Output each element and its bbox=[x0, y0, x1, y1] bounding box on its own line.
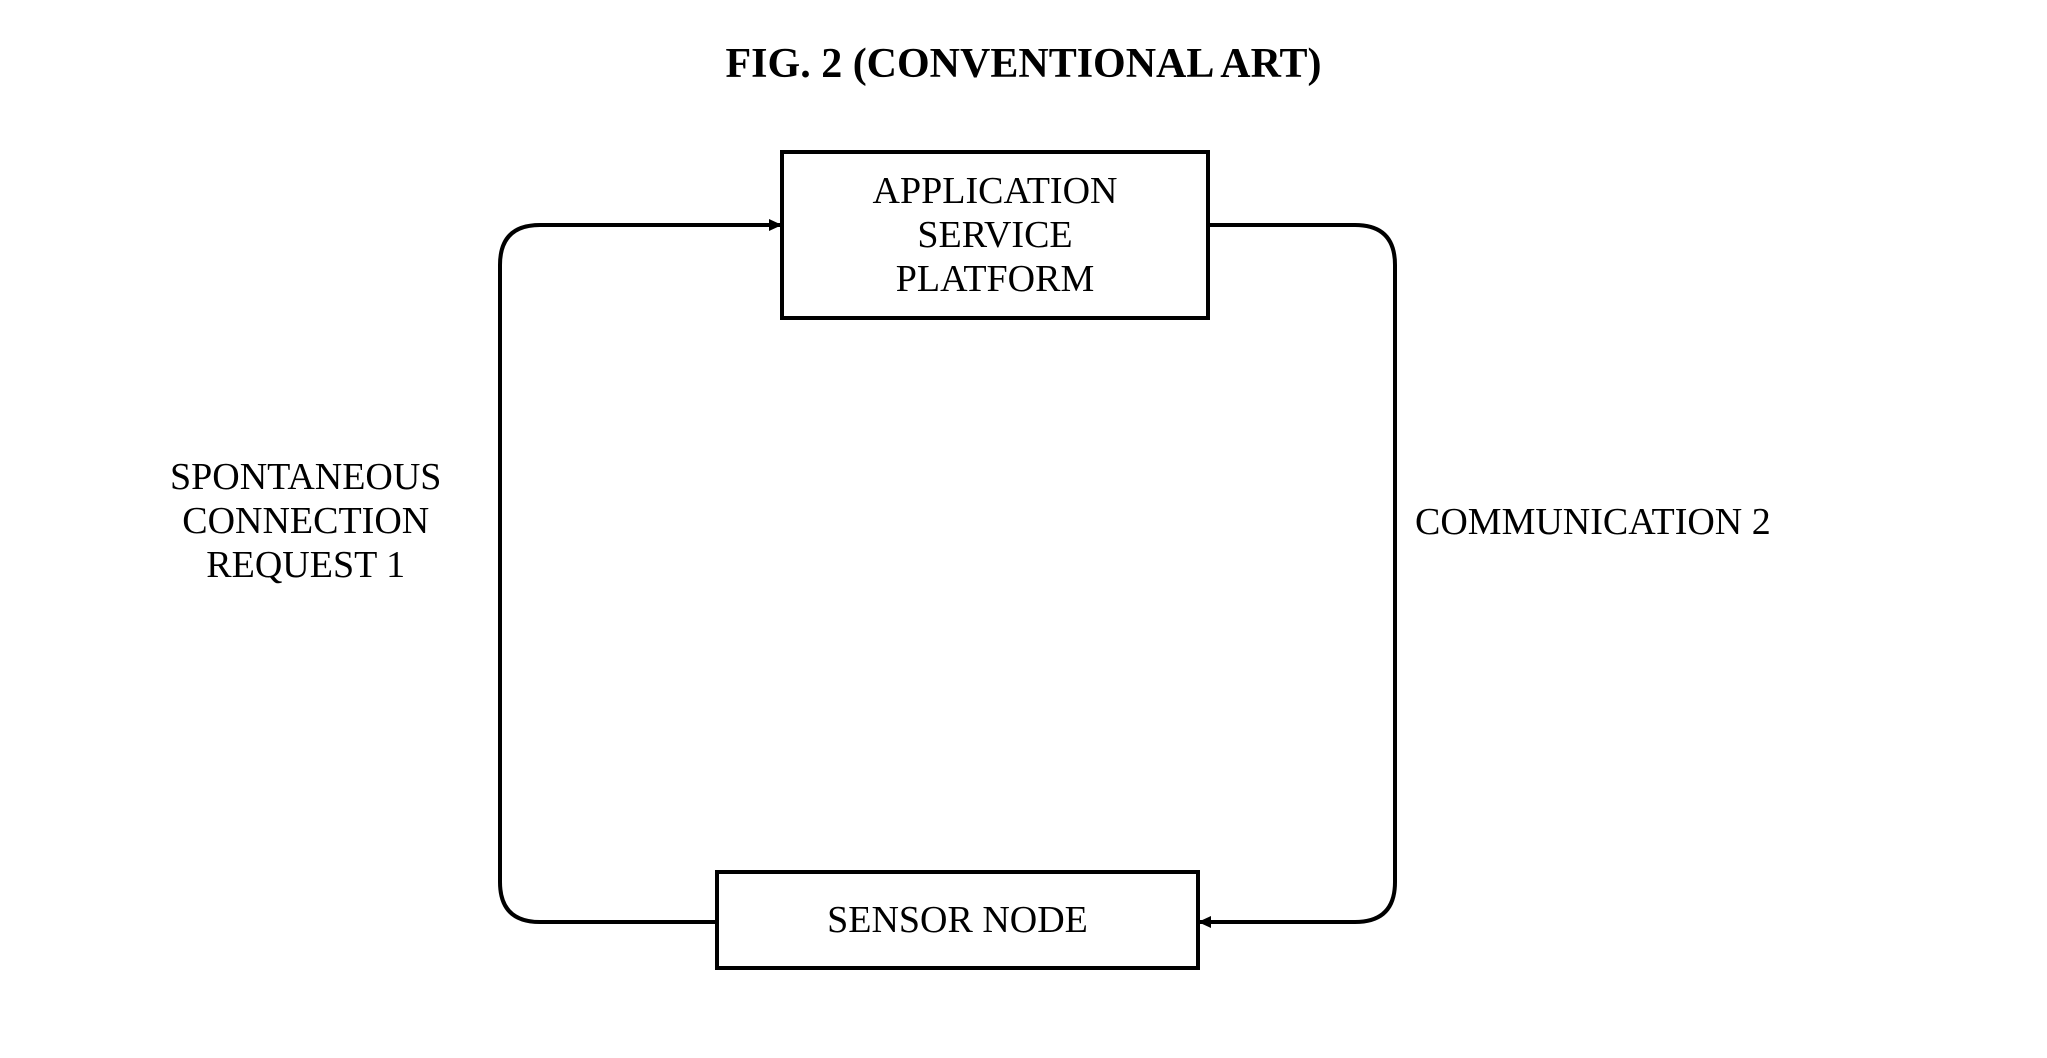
communication-label: COMMUNICATION 2 bbox=[1415, 500, 1771, 544]
sensor-node-box: SENSOR NODE bbox=[715, 870, 1200, 970]
application-service-platform-label: APPLICATION SERVICE PLATFORM bbox=[873, 169, 1118, 301]
spontaneous-connection-request-label: SPONTANEOUS CONNECTION REQUEST 1 bbox=[170, 455, 441, 587]
left-arrow-path bbox=[500, 225, 780, 922]
sensor-node-label: SENSOR NODE bbox=[827, 898, 1088, 942]
figure-title: FIG. 2 (CONVENTIONAL ART) bbox=[0, 40, 2047, 88]
right-arrow-path bbox=[1200, 225, 1395, 922]
application-service-platform-box: APPLICATION SERVICE PLATFORM bbox=[780, 150, 1210, 320]
